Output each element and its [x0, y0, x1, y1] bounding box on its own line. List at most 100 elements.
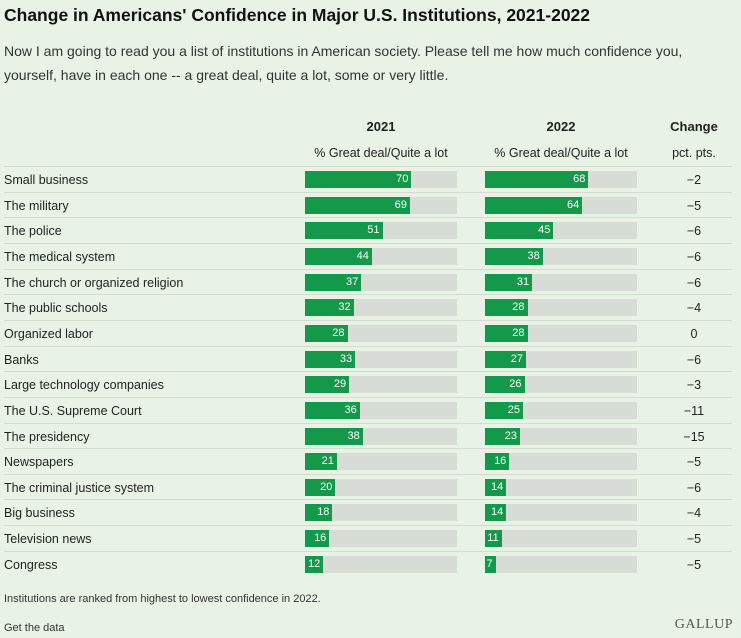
bar-2021	[305, 376, 350, 394]
data-label-2022: 11	[487, 532, 499, 545]
institution-label: The presidency	[4, 429, 90, 444]
change-value: −5	[686, 198, 702, 213]
bar-track-2022: 28	[485, 324, 637, 342]
data-label-2021: 51	[367, 224, 380, 237]
table-row: Big business 18 14 −4	[4, 499, 732, 526]
bar-2022	[485, 555, 496, 573]
institution-label: Newspapers	[4, 455, 74, 470]
bar-track-2022: 31	[485, 273, 637, 291]
bar-track-2022: 14	[485, 504, 637, 522]
data-label-2022: 45	[538, 224, 551, 237]
change-value: −15	[683, 429, 705, 444]
bar-2021	[305, 171, 412, 188]
data-label-2022: 23	[504, 429, 517, 442]
bar-track-2022: 45	[485, 222, 637, 240]
table-row: The police 51 45 −6	[4, 217, 732, 244]
institution-label: Television news	[4, 532, 92, 547]
bar-2022	[485, 478, 507, 496]
bar-track-2022: 26	[485, 376, 637, 394]
data-label-2022: 27	[510, 352, 524, 365]
data-label-2021: 70	[396, 173, 409, 185]
data-label-2021: 44	[356, 249, 369, 262]
bar-track-2022: 28	[485, 299, 637, 317]
col-header-change: Change	[670, 119, 718, 134]
bar-track-2021: 28	[305, 324, 457, 342]
chart-subtitle: Now I am going to read you a list of ins…	[4, 43, 683, 83]
table-row: The criminal justice system 20 14 −6	[4, 473, 732, 501]
bar-track-2021: 38	[305, 427, 457, 445]
bar-track-2022: 7	[485, 555, 637, 573]
bar-track-2021: 29	[305, 376, 457, 394]
data-label-2022: 28	[512, 326, 525, 339]
bar-2021	[305, 324, 348, 342]
get-data-link[interactable]: Get the data	[4, 622, 65, 634]
institution-label: Big business	[4, 506, 75, 521]
institution-label: Small business	[4, 173, 89, 187]
data-label-2022: 25	[507, 403, 520, 416]
bar-2021	[305, 196, 410, 214]
table-row: The medical system 44 38 −6	[4, 242, 732, 270]
institution-label: Congress	[4, 557, 58, 572]
data-label-2021: 18	[317, 506, 330, 519]
institution-label: The public schools	[4, 301, 108, 316]
bar-2022	[485, 171, 589, 188]
data-label-2021: 29	[333, 378, 347, 391]
bar-track-2021: 18	[305, 504, 457, 522]
table-row: Newspapers 21 16 −5	[4, 448, 732, 475]
change-value: −6	[686, 352, 702, 367]
bar-track-2022: 11	[485, 530, 637, 548]
bar-track-2022: 23	[485, 427, 637, 445]
bar-track-2022: 64	[485, 196, 637, 214]
bar-2022	[485, 299, 528, 317]
data-label-2022: 7	[486, 557, 493, 570]
bar-2021	[305, 299, 354, 317]
bar-2021	[305, 478, 336, 496]
bar-track-2021: 21	[305, 453, 457, 471]
bar-2021	[305, 350, 356, 368]
col-subheader-2021: % Great deal/Quite a lot	[314, 146, 448, 160]
data-label-2022: 16	[494, 455, 507, 468]
table-row: The public schools 32 28 −4	[4, 294, 732, 321]
data-label-2022: 31	[516, 275, 530, 288]
institution-label: The church or organized religion	[4, 275, 184, 290]
table-row: Banks 33 27 −6	[4, 345, 732, 373]
bar-track-2021: 36	[305, 401, 457, 419]
table-row: Television news 16 11 −5	[4, 525, 732, 552]
col-subheader-change: pct. pts.	[672, 146, 716, 160]
institution-label: The criminal justice system	[4, 480, 155, 495]
bar-2022	[485, 350, 527, 368]
bar-2022	[485, 530, 502, 548]
bar-2022	[485, 222, 554, 240]
gallup-logo: GALLUP	[674, 617, 733, 632]
data-label-2021: 28	[332, 326, 345, 339]
bar-2021	[305, 504, 333, 522]
bar-2022	[485, 196, 583, 214]
data-label-2021: 37	[345, 275, 359, 288]
change-value: −6	[686, 224, 702, 239]
change-value: −6	[686, 275, 702, 290]
institution-label: Large technology companies	[4, 378, 164, 393]
col-subheader-2022: % Great deal/Quite a lot	[494, 146, 628, 160]
bar-2022	[485, 504, 507, 522]
chart-title: Change in Americans' Confidence in Major…	[4, 5, 591, 25]
bar-2022	[485, 453, 510, 471]
data-label-2021: 38	[347, 429, 360, 442]
institution-label: The medical system	[4, 249, 116, 264]
bar-track-2022: 25	[485, 401, 637, 419]
bar-2021	[305, 555, 324, 573]
change-value: −2	[686, 173, 702, 187]
bar-2022	[485, 427, 520, 445]
bar-track-2021: 20	[305, 478, 457, 496]
institution-label: The military	[4, 198, 69, 213]
table-row: Congress 12 7 −5	[4, 550, 732, 578]
bar-2022	[485, 247, 543, 265]
bar-2021	[305, 273, 362, 291]
bar-2022	[485, 401, 523, 419]
data-label-2021: 69	[394, 198, 407, 211]
bar-2021	[305, 247, 372, 265]
data-label-2021: 20	[320, 480, 333, 493]
bar-track-2021: 33	[305, 350, 457, 368]
data-label-2022: 38	[527, 249, 540, 262]
table-row: Organized labor 28 28 0	[4, 319, 732, 347]
bar-track-2021: 69	[305, 196, 457, 214]
